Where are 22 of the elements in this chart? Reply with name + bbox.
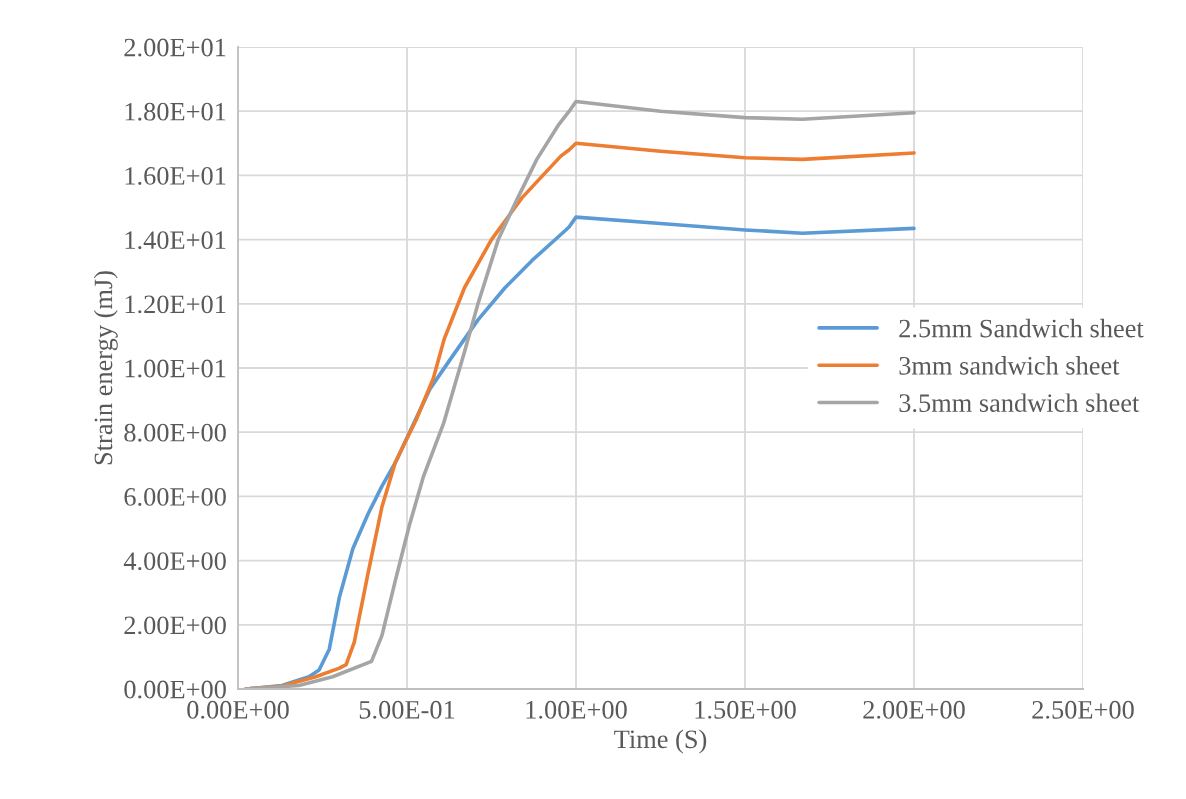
y-tick-label: 1.80E+01	[125, 102, 226, 121]
x-tick-label: 0.00E+00	[187, 700, 289, 719]
y-tick-label: 0.00E+00	[124, 680, 226, 699]
y-axis-title: Strain energy (mJ)	[93, 271, 118, 465]
x-tick-label: 1.50E+00	[695, 700, 796, 719]
legend-label: 3mm sandwich sheet	[899, 356, 1120, 375]
x-tick-label: 1.00E+00	[526, 700, 627, 719]
y-tick-label: 1.00E+01	[125, 359, 226, 378]
y-tick-label: 1.60E+01	[125, 167, 226, 185]
y-tick-label: 2.00E+01	[124, 38, 226, 57]
y-tick-label: 2.00E+00	[124, 616, 226, 635]
x-tick-label: 2.00E+00	[863, 700, 965, 719]
y-tick-label: 4.00E+00	[123, 552, 226, 571]
x-axis-title: Time (S)	[614, 729, 707, 754]
y-tick-label: 1.40E+01	[125, 231, 226, 250]
y-tick-label: 8.00E+00	[124, 423, 226, 442]
y-tick-label: 6.00E+00	[124, 488, 226, 506]
x-tick-label: 5.00E-01	[359, 700, 455, 719]
legend-label: 2.5mm Sandwich sheet	[899, 318, 1144, 338]
x-tick-label: 2.50E+00	[1032, 700, 1134, 719]
legend-label: 3.5mm sandwich sheet	[899, 393, 1140, 413]
y-tick-label: 1.20E+01	[125, 295, 226, 314]
